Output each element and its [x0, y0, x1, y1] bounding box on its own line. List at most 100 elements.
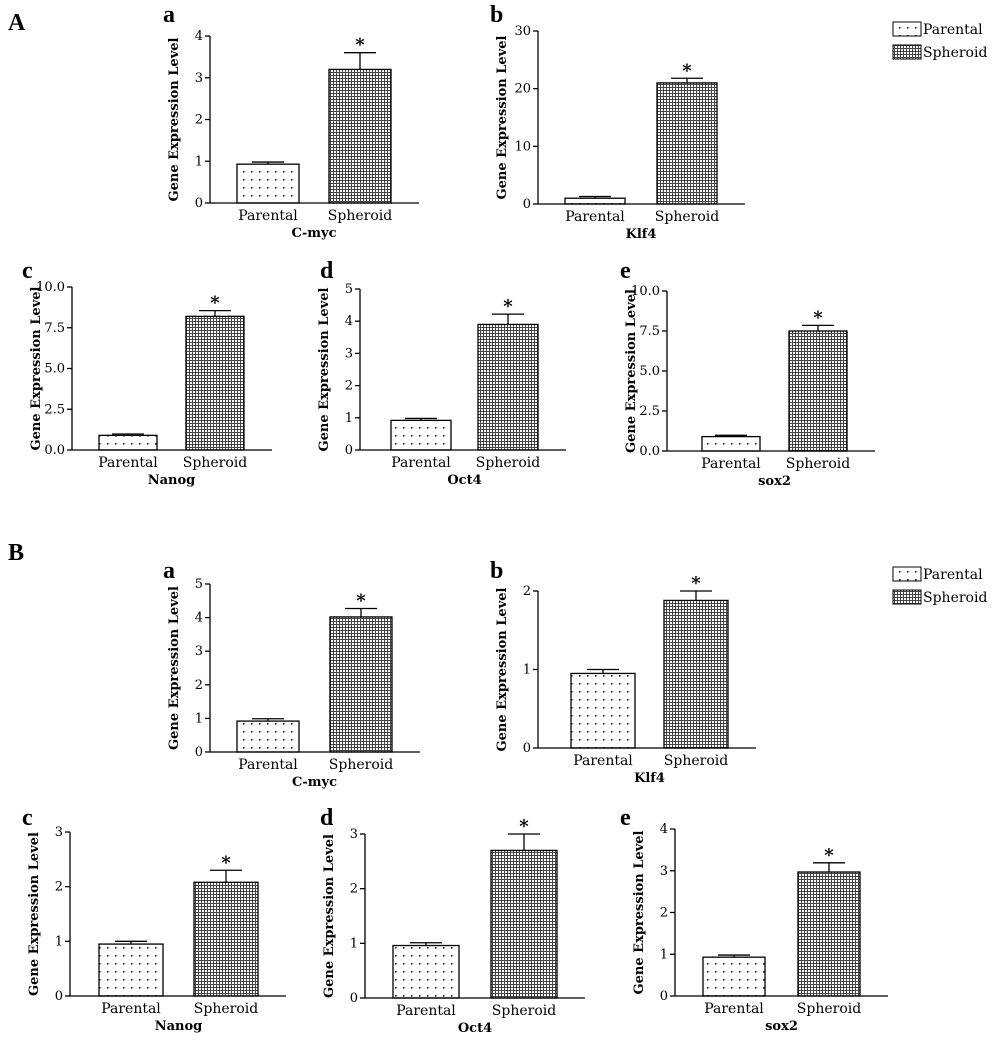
bar-spheroid [788, 330, 848, 452]
legend: Parental Spheroid [892, 21, 987, 61]
chart-panel-bd: d Parental * Spheroid 0 1 2 3 Oct4 Gene Expressio… [320, 805, 585, 1036]
y-tick-label: 0 [345, 443, 353, 458]
y-tick-label: 2 [55, 880, 63, 895]
panel-label: c [22, 805, 33, 831]
panel-label: d [320, 258, 334, 284]
chart-panel-ab: b Parental * Spheroid 0 10 20 30 Klf4 Gene Expres… [490, 2, 745, 242]
bar-spheroid [663, 599, 729, 749]
category-label: Parental [396, 1003, 456, 1019]
y-tick-label: 10.0 [631, 284, 660, 299]
y-tick-label: 0 [523, 197, 531, 212]
bar-spheroid [185, 315, 245, 451]
y-tick-label: 2 [660, 906, 668, 921]
category-label: Spheroid [328, 208, 392, 224]
y-axis-label: Gene Expression Level [317, 287, 332, 451]
y-axis-label: Gene Expression Level [27, 832, 42, 996]
y-tick-label: 2.5 [639, 404, 660, 419]
category-label: Parental [565, 209, 625, 225]
y-tick-label: 2 [350, 882, 358, 897]
y-tick-label: 4 [345, 314, 353, 329]
category-label: Parental [101, 1001, 161, 1017]
y-tick-label: 5.0 [44, 362, 65, 377]
y-tick-label: 0.0 [44, 443, 65, 458]
category-label: Spheroid [183, 455, 247, 471]
y-axis-label: Gene Expression Level [167, 37, 182, 201]
category-label: Parental [98, 455, 158, 471]
y-tick-label: 2 [195, 678, 203, 693]
y-tick-label: 1 [350, 936, 358, 951]
y-tick-label: 1 [523, 663, 531, 678]
bar-spheroid [656, 82, 718, 205]
significance-marker: * [682, 60, 692, 81]
bar-parental [98, 434, 158, 451]
category-label: Spheroid [492, 1003, 556, 1019]
y-tick-label: 10 [514, 139, 531, 154]
legend-label-parental: Parental [923, 567, 983, 583]
x-axis-label: Oct4 [447, 473, 481, 488]
panel-label: e [620, 805, 631, 831]
y-tick-label: 2 [195, 113, 203, 128]
y-tick-label: 3 [660, 864, 668, 879]
legend-swatch-spheroid [892, 589, 922, 605]
category-label: Spheroid [329, 757, 393, 773]
category-label: Spheroid [664, 753, 728, 769]
y-axis-label: Gene Expression Level [29, 286, 44, 450]
y-tick-label: 1 [195, 154, 203, 169]
x-axis-label: sox2 [765, 1019, 798, 1034]
y-tick-label: 5 [345, 282, 353, 297]
y-tick-label: 4 [195, 611, 203, 626]
x-axis-label: Oct4 [458, 1021, 492, 1036]
legend-label-parental: Parental [923, 22, 983, 38]
y-tick-label: 3 [55, 825, 63, 840]
x-axis-label: C-myc [292, 775, 337, 790]
panel-label: b [490, 2, 503, 28]
bar-parental [701, 435, 761, 452]
y-tick-label: 5 [195, 577, 203, 592]
y-tick-label: 0.0 [639, 444, 660, 459]
y-tick-label: 0 [195, 745, 203, 760]
y-tick-label: 0 [523, 741, 531, 756]
y-tick-label: 0 [55, 989, 63, 1004]
section-label: A [8, 10, 26, 36]
y-tick-label: 3 [195, 644, 203, 659]
significance-marker: * [356, 591, 366, 612]
significance-marker: * [519, 816, 529, 837]
y-tick-label: 1 [55, 934, 63, 949]
bar-spheroid [490, 849, 558, 999]
y-tick-label: 7.5 [639, 324, 660, 339]
legend-swatch-spheroid [892, 44, 922, 60]
significance-marker: * [691, 573, 701, 594]
y-axis-label: Gene Expression Level [624, 289, 639, 453]
y-tick-label: 2.5 [44, 402, 65, 417]
category-label: Parental [704, 1001, 764, 1017]
chart-panel-be: e Parental * Spheroid 0 1 2 3 4 sox2 Gene Expressi… [620, 805, 888, 1034]
panel-label: c [22, 258, 33, 284]
bar-parental [392, 944, 460, 999]
chart-panel-bc: c Parental * Spheroid 0 1 2 3 Nanog Gene Expressi… [22, 805, 286, 1034]
y-tick-label: 3 [195, 71, 203, 86]
chart-panel-ad: d Parental * Spheroid 0 1 2 3 4 5 Oct4 Gene Express… [317, 258, 566, 488]
y-tick-label: 2 [345, 379, 353, 394]
bar-parental [98, 943, 164, 997]
bar-spheroid [328, 68, 392, 204]
x-axis-label: Nanog [155, 1019, 203, 1034]
bar-parental [236, 720, 300, 753]
legend-swatch-parental [892, 566, 922, 582]
x-axis-label: Klf4 [634, 771, 665, 786]
y-tick-label: 30 [514, 24, 531, 39]
category-label: Spheroid [476, 455, 540, 471]
category-label: Spheroid [194, 1001, 258, 1017]
bar-parental [702, 956, 766, 997]
chart-panel-ae: e Parental * Spheroid 0.0 2.5 5.0 7.5 10.0 sox2 Ge… [620, 258, 875, 489]
section-label: B [8, 540, 24, 566]
x-axis-label: C-myc [292, 226, 337, 241]
y-tick-label: 4 [660, 822, 668, 837]
y-axis-label: Gene Expression Level [495, 35, 510, 199]
bar-spheroid [329, 616, 393, 753]
bar-parental [236, 163, 300, 204]
y-tick-label: 2 [523, 584, 531, 599]
x-axis-label: Nanog [148, 473, 196, 488]
panel-label: d [320, 805, 334, 831]
panel-label: b [490, 558, 503, 584]
